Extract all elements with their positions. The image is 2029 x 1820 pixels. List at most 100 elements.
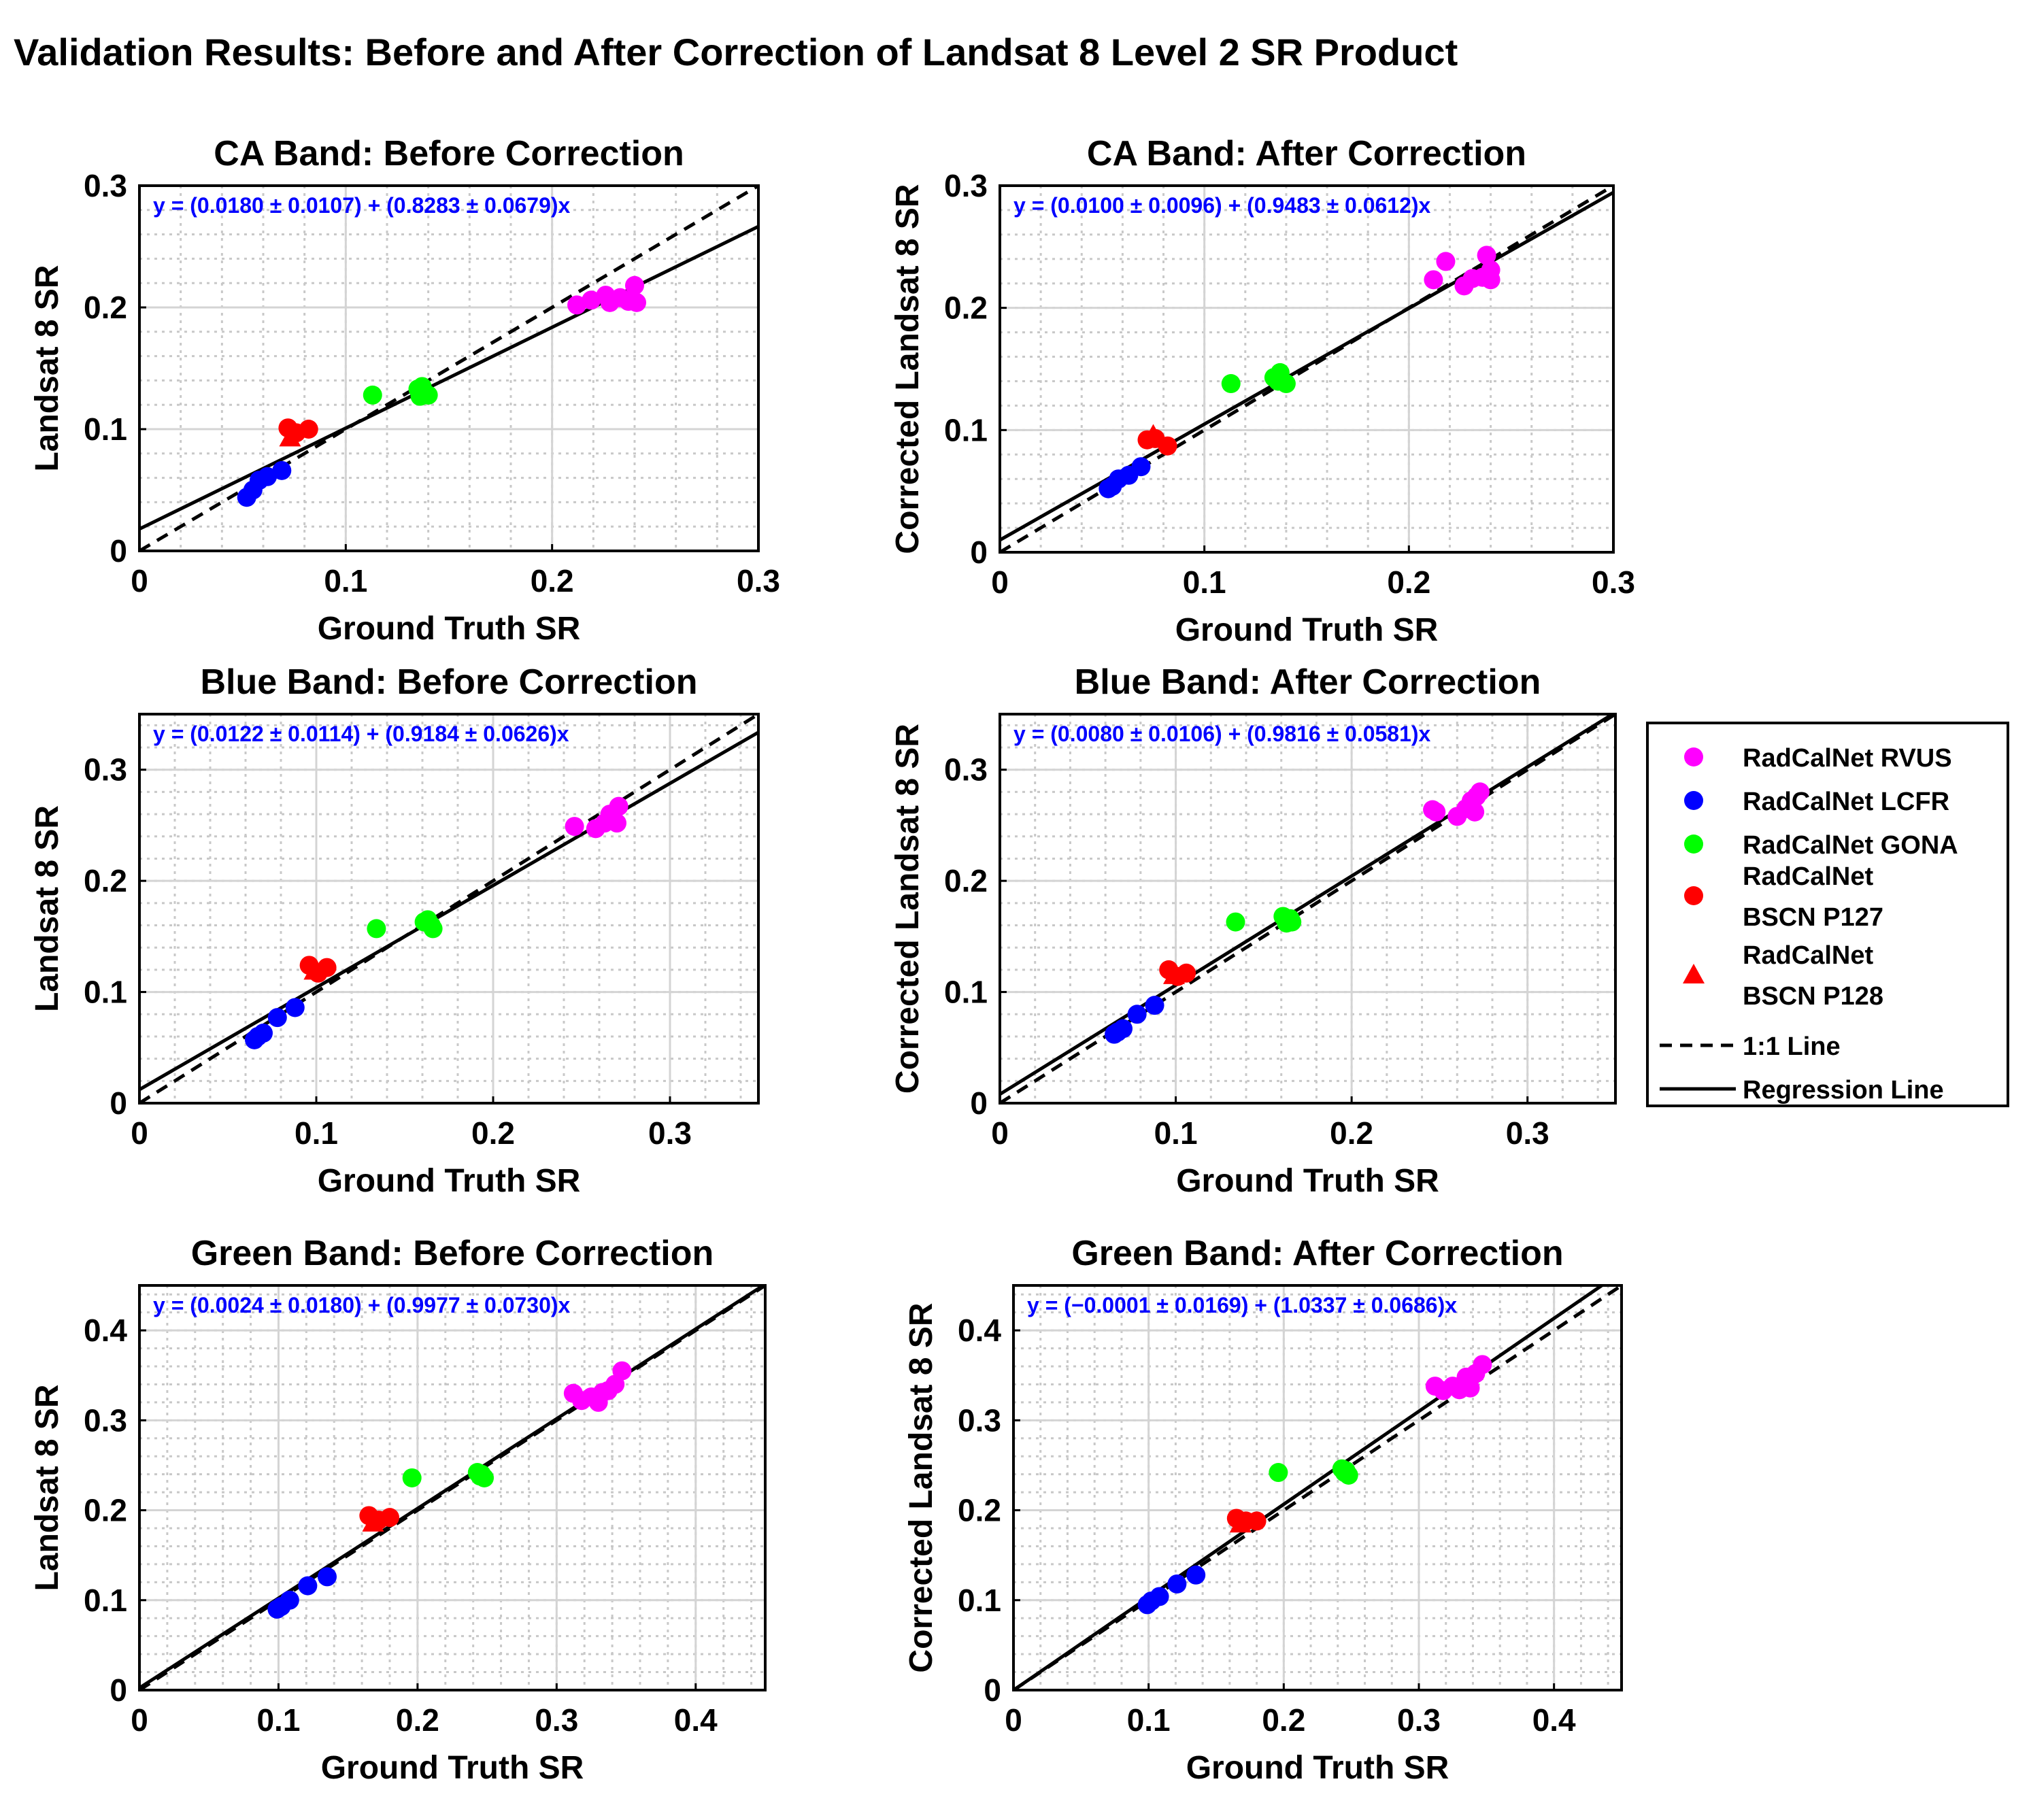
axes-box	[999, 713, 1617, 1105]
data-point	[1247, 1511, 1267, 1531]
x-tick-label: 0.3	[648, 1115, 692, 1151]
data-points	[1099, 246, 1500, 499]
data-point	[1336, 1461, 1356, 1481]
lines	[1000, 186, 1613, 552]
x-tick-label: 0	[1005, 1702, 1022, 1738]
one-to-one-line	[139, 186, 758, 551]
data-point	[1481, 270, 1500, 290]
data-point	[612, 1361, 632, 1381]
legend-label: RadCalNet LCFR	[1743, 788, 1949, 816]
x-tick-label: 0	[991, 1115, 1009, 1151]
legend: RadCalNet RVUS RadCalNet LCFR RadCalNet GO…	[1646, 722, 2009, 1107]
y-axis-label: Corrected Landsat 8 SR	[903, 1302, 939, 1672]
y-tick-label: 0	[110, 1672, 127, 1708]
legend-label: RadCalNet	[1743, 862, 1873, 891]
x-tick-label: 0.4	[1532, 1702, 1576, 1738]
data-point	[567, 295, 587, 315]
data-point	[318, 1567, 337, 1587]
legend-label: RadCalNet GONA	[1743, 831, 1958, 860]
scatter-panel-5: 0 0.1 0.2 0.3 0.4 0 0.1 0.2 0.3 0.4 Green Band: Be…	[29, 1234, 767, 1786]
y-tick-label: 0.1	[958, 1583, 1001, 1618]
x-tick-label: 0.2	[1262, 1702, 1305, 1738]
y-tick-label: 0.2	[84, 1493, 127, 1528]
x-axis-label: Ground Truth SR	[318, 611, 581, 647]
data-point	[285, 998, 305, 1017]
y-tick-label: 0.3	[84, 752, 127, 788]
one-to-one-line	[1000, 186, 1613, 552]
x-axis-label: Ground Truth SR	[1176, 1163, 1439, 1199]
regression-line	[1013, 1285, 1605, 1690]
regression-line	[139, 730, 758, 1092]
x-tick-label: 0.2	[396, 1702, 439, 1738]
panel-title: Green Band: After Correction	[1071, 1234, 1563, 1273]
x-tick-label: 0.1	[256, 1702, 300, 1738]
y-tick-label: 0.1	[84, 1583, 127, 1618]
legend-marker-triangle	[1683, 964, 1705, 983]
regression-equation: y = (0.0080 ± 0.0106) + (0.9816 ± 0.0581…	[1013, 722, 1431, 746]
y-tick-label: 0.3	[944, 168, 988, 203]
y-tick-label: 0.4	[958, 1313, 1001, 1348]
regression-line	[1000, 190, 1613, 542]
y-tick-label: 0.1	[84, 411, 127, 447]
data-point	[1127, 1005, 1147, 1024]
panel-title: CA Band: Before Correction	[214, 134, 684, 173]
data-point	[1158, 436, 1177, 456]
x-tick-label: 0.3	[1506, 1115, 1549, 1151]
data-points	[267, 1361, 632, 1619]
axes-box	[138, 184, 760, 552]
y-tick-label: 0.3	[958, 1402, 1001, 1438]
data-point	[1113, 1019, 1133, 1039]
data-point	[380, 1508, 399, 1528]
x-tick-label: 0.2	[1330, 1115, 1373, 1151]
legend-label: BSCN P127	[1743, 903, 1883, 932]
x-tick-label: 0	[131, 1702, 148, 1738]
x-tick-label: 0.4	[674, 1702, 718, 1738]
y-tick-label: 0.1	[84, 975, 127, 1010]
data-point	[267, 1008, 287, 1028]
data-point	[627, 292, 647, 312]
x-tick-label: 0	[131, 1115, 148, 1151]
regression-line	[139, 1285, 765, 1689]
data-point	[1470, 782, 1490, 802]
y-tick-label: 0.3	[944, 752, 988, 788]
regression-equation: y = (0.0024 ± 0.0180) + (0.9977 ± 0.0730…	[153, 1293, 571, 1317]
data-point	[1186, 1565, 1206, 1585]
data-points	[1137, 1355, 1492, 1615]
scatter-panel-2: 0 0.1 0.2 0.3 0 0.1 0.2 0.3 CA Band: After Corre…	[890, 134, 1635, 648]
data-point	[1269, 1463, 1288, 1483]
data-point	[609, 796, 628, 816]
data-point-triangle	[303, 960, 326, 980]
y-tick-label: 0.2	[958, 1493, 1001, 1528]
y-tick-label: 0	[110, 1085, 127, 1121]
lines	[139, 714, 758, 1103]
x-tick-label: 0.3	[1592, 564, 1635, 600]
data-point	[1167, 1574, 1187, 1594]
scatter-panel-3: 0 0.1 0.2 0.3 0 0.1 0.2 0.3 Blue Band: Before Co…	[29, 662, 760, 1199]
legend-box	[1646, 722, 2009, 1107]
figure-title: Validation Results: Before and After Cor…	[14, 31, 1458, 73]
y-tick-label: 0.2	[84, 290, 127, 325]
data-points	[245, 796, 628, 1049]
panel-title: Blue Band: Before Correction	[201, 662, 698, 702]
y-tick-label: 0.4	[84, 1313, 127, 1348]
legend-label: RadCalNet RVUS	[1743, 744, 1952, 773]
data-point	[298, 1576, 318, 1596]
axes-box	[1012, 1284, 1623, 1691]
legend-marker-circle	[1684, 747, 1703, 766]
one-to-one-line	[1000, 714, 1615, 1103]
data-point	[1473, 1355, 1492, 1375]
y-tick-label: 0	[984, 1672, 1001, 1708]
x-axis-label: Ground Truth SR	[1175, 612, 1439, 648]
y-tick-label: 0	[970, 1085, 988, 1121]
data-point	[565, 817, 584, 837]
data-point-triangle	[1229, 1513, 1252, 1533]
data-point	[1280, 909, 1300, 928]
scatter-panel-4: 0 0.1 0.2 0.3 0 0.1 0.2 0.3 Blue Band: After Cor…	[890, 662, 1617, 1199]
scatter-panel-1: 0 0.1 0.2 0.3 0 0.1 0.2 0.3 CA Band: Before Corr…	[29, 134, 780, 647]
y-tick-label: 0.3	[84, 168, 127, 203]
regression-equation: y = (0.0180 ± 0.0107) + (0.8283 ± 0.0679…	[153, 193, 571, 218]
y-tick-label: 0.2	[944, 863, 988, 898]
x-tick-label: 0.1	[1183, 564, 1226, 600]
data-point	[1150, 1587, 1169, 1606]
